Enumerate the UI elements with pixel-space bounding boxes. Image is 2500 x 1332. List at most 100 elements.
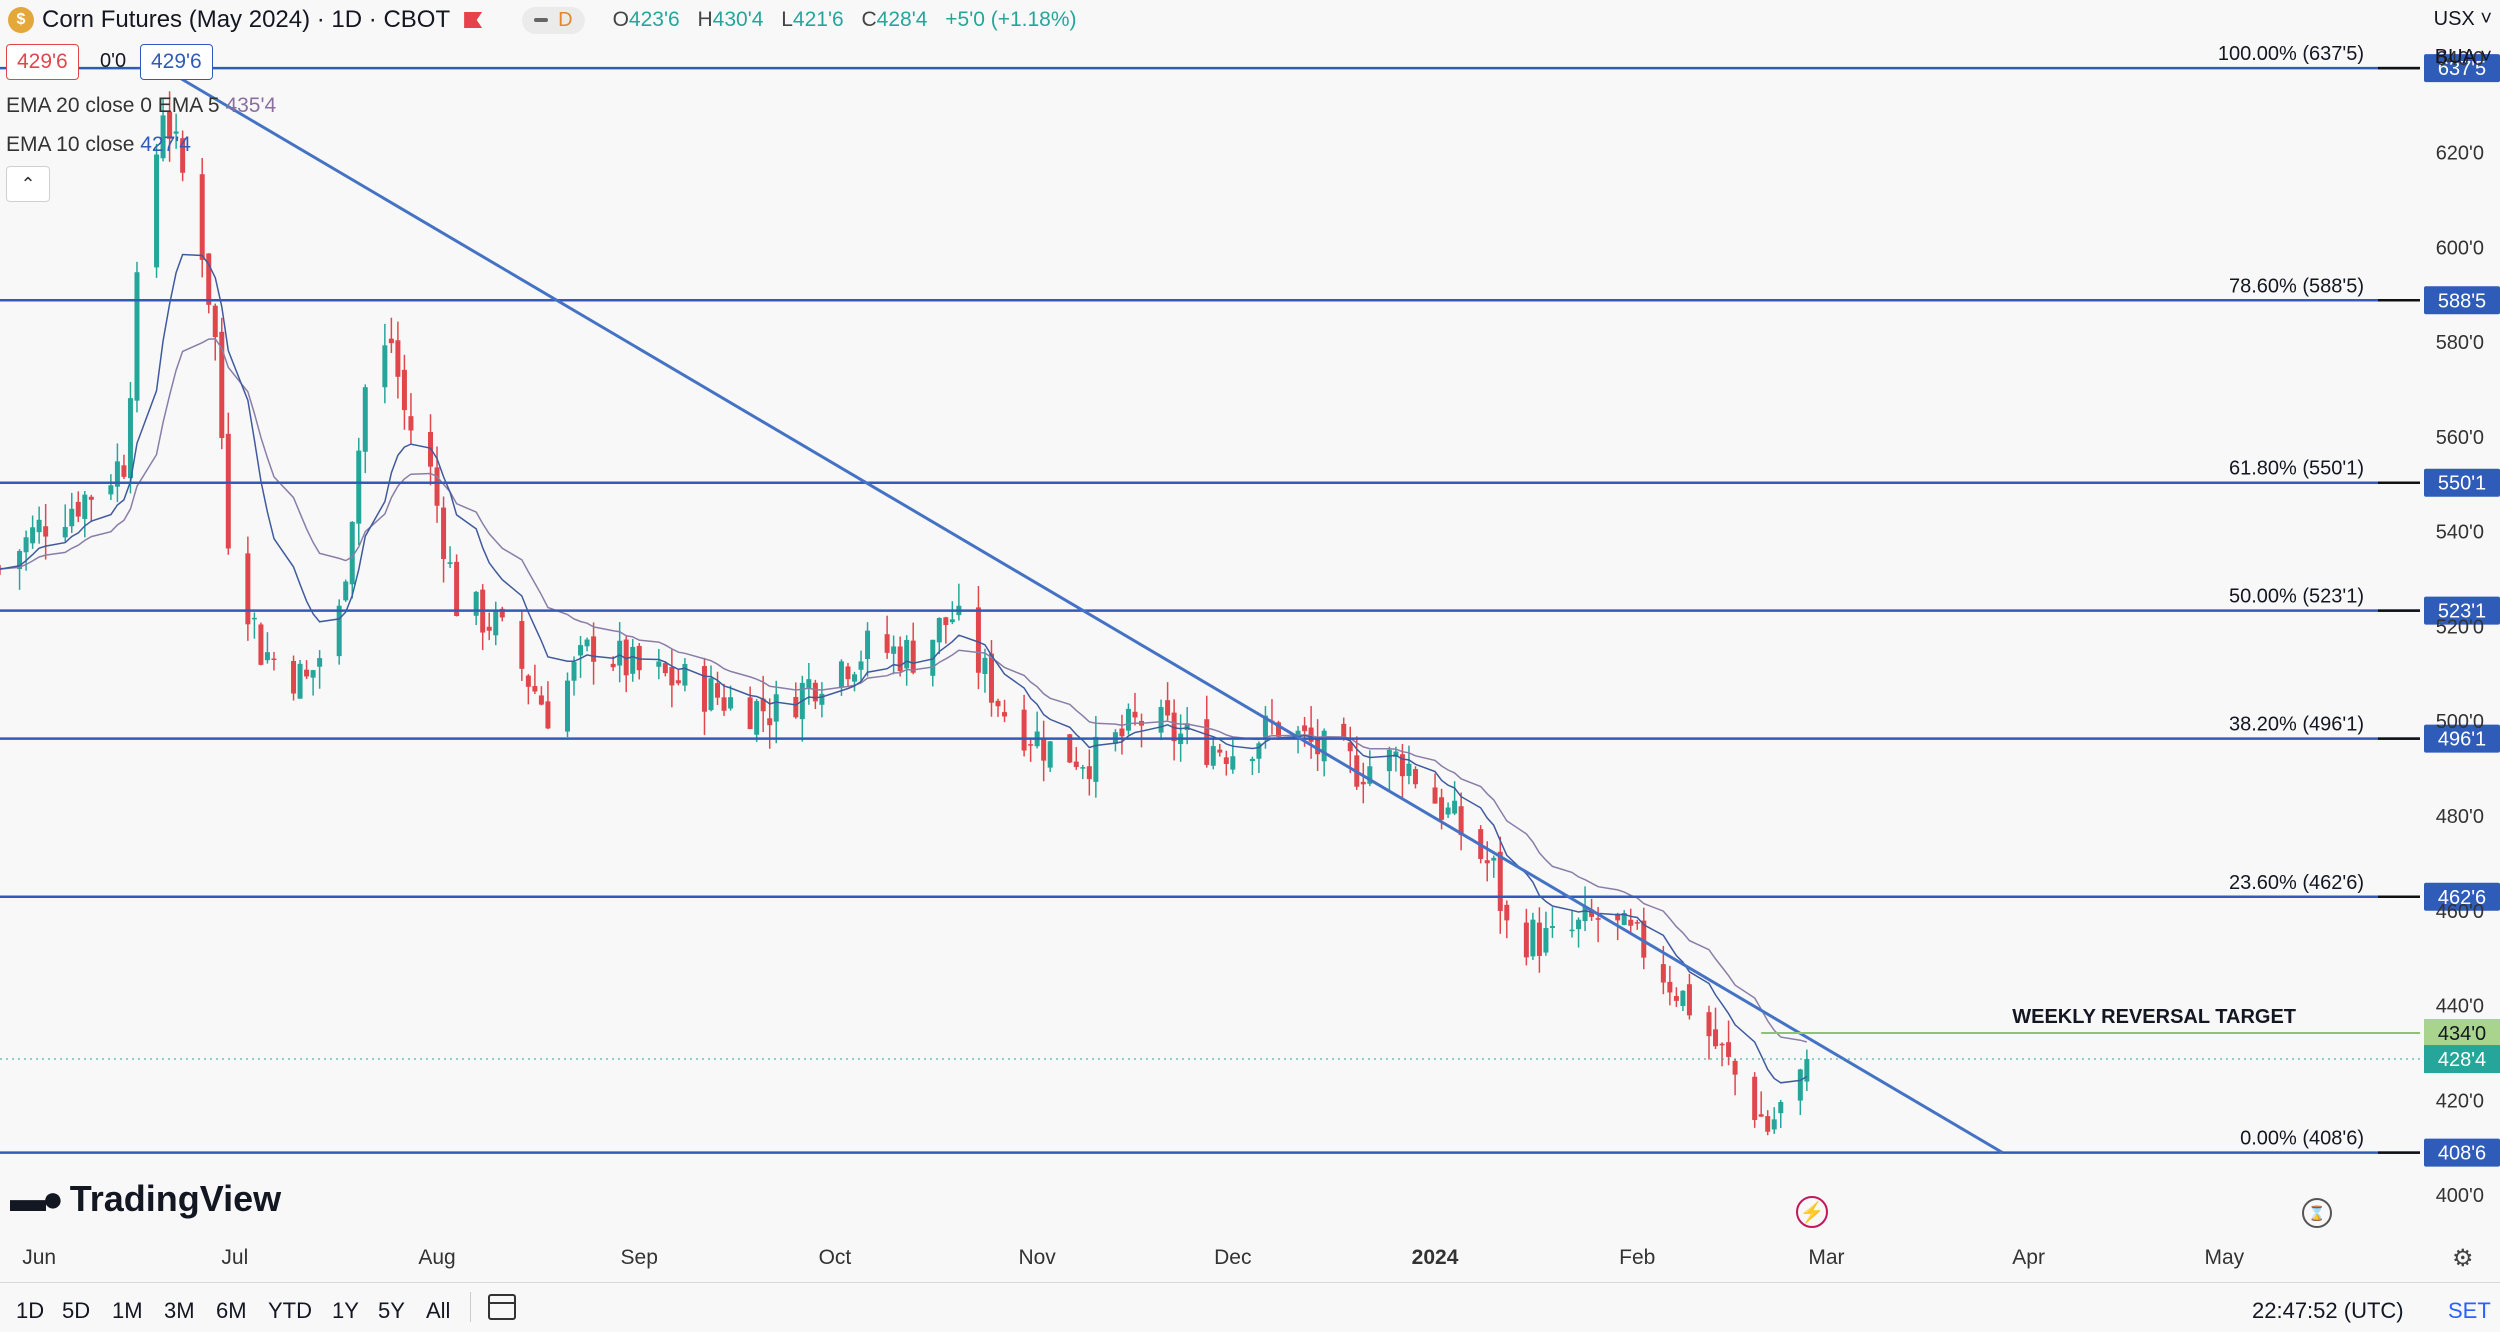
fib-price-tag-label: 462'6 [2438,887,2486,909]
candle-body [36,519,42,533]
candle-body [571,661,577,681]
currency-selector[interactable]: USX ˅ [2433,8,2492,30]
candle-body [493,609,499,636]
x-tick-label: Sep [621,1246,658,1269]
tradingview-brand[interactable]: ▬● TradingView [10,1178,281,1220]
candle-body [291,660,297,694]
range-1m[interactable]: 1M [112,1298,143,1323]
high-label: H [697,8,713,31]
range-ytd[interactable]: YTD [268,1298,312,1323]
range-5y[interactable]: 5Y [378,1298,405,1323]
symbol-header[interactable]: $ Corn Futures (May 2024) · 1D · CBOT D … [8,6,1077,34]
candle-body [1217,749,1223,753]
flag-icon[interactable] [464,12,483,28]
x-tick-label: Aug [418,1246,455,1269]
candle-body [1569,929,1575,932]
y-tick-label: 400'0 [2436,1185,2484,1207]
candle-body [1347,742,1353,752]
fib-price-tag-label: 637'5 [2438,58,2486,80]
candle-body [975,607,981,673]
flash-icon[interactable]: ⚡ [1796,1196,1828,1228]
candle-body [362,387,368,452]
candle-body [1634,922,1640,924]
candle-body [180,138,186,173]
y-tick-label: 560'0 [2436,427,2484,449]
candle-body [1067,734,1073,763]
candle-body [728,697,734,709]
toolbar-divider [470,1292,471,1322]
x-tick-label: Oct [819,1246,852,1269]
candle-body [62,527,68,538]
candle-body [701,666,707,712]
candle-body [1706,1012,1712,1037]
gear-icon[interactable]: ⚙ [2452,1245,2474,1272]
candle-body [1589,909,1595,917]
fib-price-tag [2424,596,2500,625]
replay-icon[interactable]: ⌛ [2302,1198,2332,1228]
candle-body [1621,913,1627,925]
candle-body [1458,806,1464,836]
candle-body [1073,761,1079,768]
candle-body [1758,1114,1764,1117]
fib-price-tag-label: 588'5 [2438,290,2486,312]
candle-body [1686,984,1692,1016]
range-1y[interactable]: 1Y [332,1298,359,1323]
ema-legend-2[interactable]: EMA 10 close 427'4 [6,133,191,157]
open-label: O [612,8,629,31]
candle-body [1771,1119,1777,1130]
range-5d[interactable]: 5D [62,1298,91,1323]
set-button[interactable]: SET [2448,1298,2491,1323]
candle-body [662,663,668,674]
interval-pill[interactable]: D [522,6,585,34]
sell-button[interactable]: 429'6 [6,44,79,80]
candle-body [225,433,231,549]
candle-body [1341,723,1347,740]
candle-body [1256,743,1262,759]
range-1d[interactable]: 1D [16,1298,45,1323]
candle-body [1086,766,1092,780]
ema-legend-2-label: EMA 10 close [6,133,135,156]
y-tick-label: 480'0 [2436,806,2484,828]
unit-selector[interactable]: BUA ˅ [2434,46,2492,68]
candle-body [1249,758,1255,762]
candle-body [930,639,936,676]
candle-body [434,467,440,506]
ema-legend-1[interactable]: EMA 20 close 0 EMA 5 435'4 [6,94,276,118]
calendar-icon[interactable] [488,1294,516,1320]
candle-body [304,669,310,677]
spread-value: 0'0 [100,50,127,72]
range-3m[interactable]: 3M [164,1298,195,1323]
candle-body [1315,736,1321,755]
candle-body [1719,1043,1725,1046]
collapse-legend-button[interactable]: ⌃ [6,166,50,202]
candle-body [447,562,453,564]
candle-body [519,621,525,669]
candle-body [1641,920,1647,958]
candles [0,91,1810,1136]
buy-button[interactable]: 429'6 [140,44,213,80]
candle-body [317,658,323,667]
candle-body [441,507,447,560]
candle-body [1628,919,1634,926]
candle-body [584,639,590,647]
candle-body [1393,751,1399,757]
range-all[interactable]: All [426,1298,451,1323]
fib-level-label: 50.00% (523'1) [2229,586,2364,608]
y-tick-label: 540'0 [2436,522,2484,544]
symbol-title[interactable]: Corn Futures (May 2024) · 1D · CBOT [42,6,451,33]
candle-body [1210,746,1216,766]
candle-body [88,496,94,500]
range-6m[interactable]: 6M [216,1298,247,1323]
last-price-tag-label: 428'4 [2438,1049,2486,1071]
candle-body [167,111,173,139]
downtrend-line [162,66,2004,1154]
ohlc-readout: O423'6 H430'4 L421'6 C428'4 +5'0 (+1.18%… [613,8,1077,32]
ema-lines [0,253,1808,1084]
fib-price-tag [2424,882,2500,911]
trendline [162,66,2004,1154]
candle-body [564,680,570,732]
candle-body [1504,904,1510,921]
fib-price-tag [2424,1138,2500,1167]
candle-body [127,398,133,479]
